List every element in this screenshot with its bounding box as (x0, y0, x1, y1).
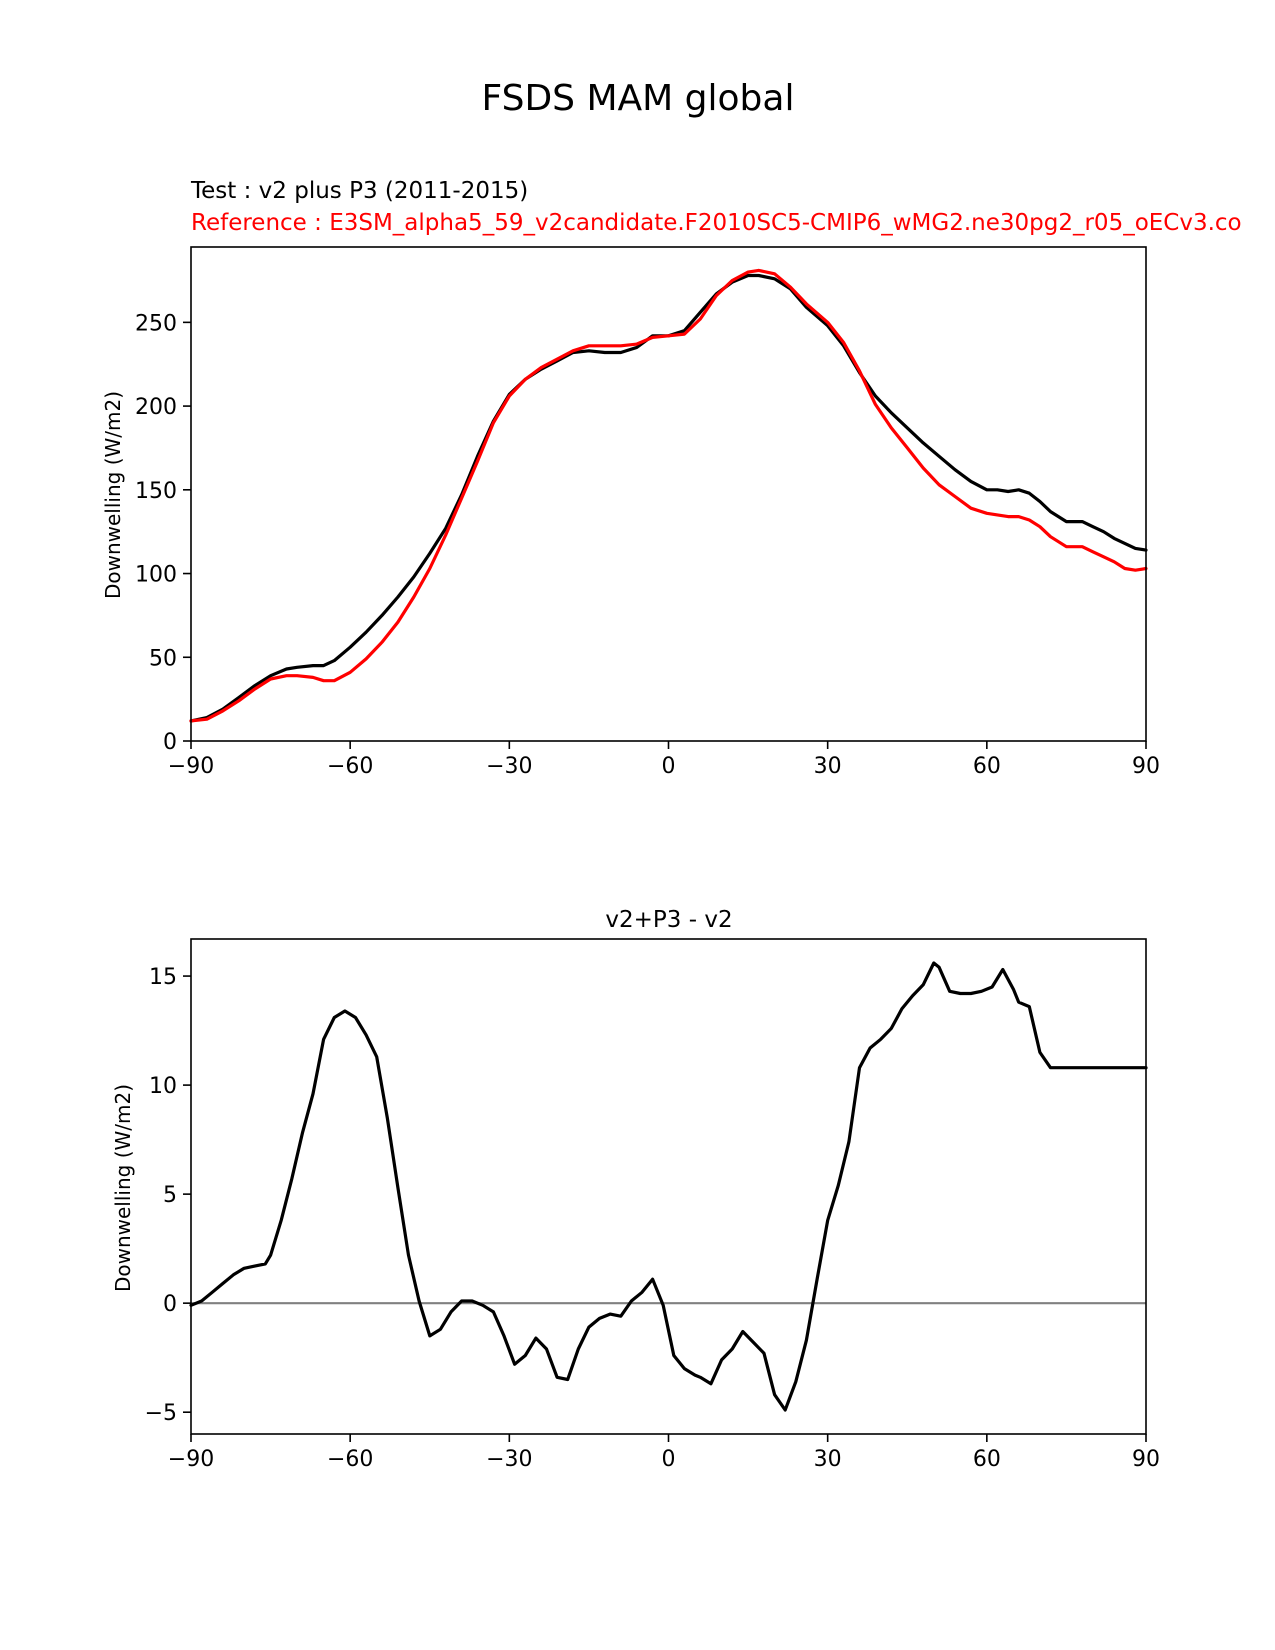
figure-title: FSDS MAM global (482, 78, 795, 119)
top-y-axis-label: Downwelling (W/m2) (101, 391, 125, 599)
bottom-x-tick-label: 0 (662, 1447, 676, 1472)
bottom-series-difference-line (189, 961, 1148, 1412)
top-x-tick-label: 0 (662, 754, 676, 779)
top-y-tick-label: 200 (135, 395, 177, 420)
bottom-x-tick-label: −60 (327, 1447, 373, 1472)
top-x-tick-label: 30 (814, 754, 842, 779)
top-y-tick-label: 100 (135, 563, 177, 588)
bottom-y-tick-label: 0 (163, 1292, 177, 1317)
bottom-x-tick-label: 30 (814, 1447, 842, 1472)
top-plot-area: −90 −60 −30 0 30 60 90 0 50 100 150 200 250 (135, 246, 1160, 779)
top-x-tick-label: −60 (327, 754, 373, 779)
top-y-tick-label: 150 (135, 479, 177, 504)
top-x-tick-label: 90 (1132, 754, 1160, 779)
bottom-x-tick-label: −30 (486, 1447, 532, 1472)
bottom-y-tick-label: 10 (149, 1074, 177, 1099)
bottom-y-tick-label: 15 (149, 965, 177, 990)
bottom-y-tick-label: 5 (163, 1183, 177, 1208)
top-title-test: Test : v2 plus P3 (2011-2015) (190, 178, 528, 204)
top-x-tick-label: −30 (486, 754, 532, 779)
top-x-tick-label: −90 (168, 754, 214, 779)
bottom-x-tick-label: 90 (1132, 1447, 1160, 1472)
top-panel: Test : v2 plus P3 (2011-2015) Reference … (101, 178, 1242, 779)
bottom-y-axis-label: Downwelling (W/m2) (111, 1084, 135, 1292)
top-x-tick-label: 60 (973, 754, 1001, 779)
top-title-reference: Reference : E3SM_alpha5_59_v2candidate.F… (191, 210, 1242, 236)
top-series-reference-line (189, 268, 1148, 723)
top-y-tick-label: 250 (135, 311, 177, 336)
bottom-x-tick-label: 60 (973, 1447, 1001, 1472)
bottom-panel: v2+P3 - v2 Downwelling (W/m2) −90 −60 −30 0… (111, 907, 1160, 1472)
bottom-y-tick-label: −5 (145, 1401, 177, 1426)
bottom-title: v2+P3 - v2 (605, 907, 732, 933)
top-y-tick-label: 0 (163, 730, 177, 755)
top-y-tick-label: 50 (149, 646, 177, 671)
bottom-plot-area: −90 −60 −30 0 30 60 90 −5 0 5 10 15 (145, 938, 1160, 1472)
top-series-test-line (189, 273, 1148, 723)
bottom-x-tick-label: −90 (168, 1447, 214, 1472)
